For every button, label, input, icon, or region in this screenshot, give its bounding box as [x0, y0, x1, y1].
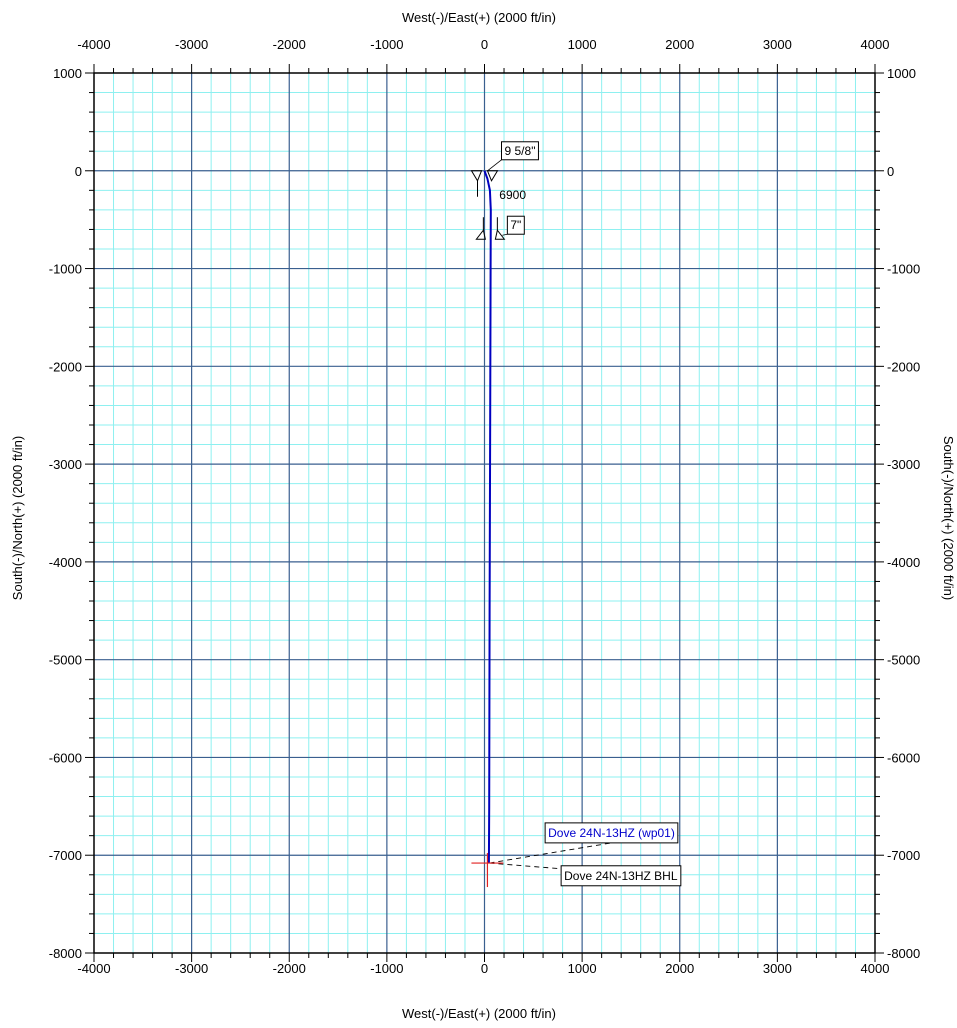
y-axis-title-right: South(-)/North(+) (2000 ft/in) — [941, 436, 956, 600]
casing-bottom-right-triangle — [494, 229, 506, 240]
y-tick-label-left: -5000 — [49, 653, 82, 668]
x-tick-label-bottom: -1000 — [370, 961, 403, 976]
y-axis-title-left: South(-)/North(+) (2000 ft/in) — [10, 436, 25, 600]
plan-label-text: Dove 24N-13HZ (wp01) — [548, 826, 675, 840]
x-tick-label-bottom: -2000 — [273, 961, 306, 976]
plan-label: Dove 24N-13HZ (wp01) — [544, 822, 679, 844]
x-tick-label-bottom: 1000 — [568, 961, 597, 976]
y-tick-label-right: -2000 — [887, 359, 920, 374]
x-axis-title-top: West(-)/East(+) (2000 ft/in) — [402, 10, 556, 25]
y-tick-label-right: -7000 — [887, 848, 920, 863]
x-tick-label-top: -4000 — [77, 37, 110, 52]
y-tick-label-left: -8000 — [49, 946, 82, 961]
md-label: 6900 — [499, 188, 526, 202]
x-tick-label-top: 2000 — [665, 37, 694, 52]
x-tick-label-bottom: -3000 — [175, 961, 208, 976]
y-tick-label-right: -6000 — [887, 750, 920, 765]
x-tick-label-top: 0 — [481, 37, 488, 52]
well-path-line — [483, 170, 492, 864]
x-tick-label-top: 4000 — [861, 37, 890, 52]
y-tick-label-left: -4000 — [49, 555, 82, 570]
x-tick-label-bottom: 3000 — [763, 961, 792, 976]
target-crosshair — [471, 853, 504, 888]
casing-top-right-triangle — [486, 170, 499, 182]
y-tick-label-left: 0 — [75, 164, 82, 179]
y-tick-label-right: -8000 — [887, 946, 920, 961]
x-tick-label-top: -1000 — [370, 37, 403, 52]
x-tick-label-bottom: 2000 — [665, 961, 694, 976]
y-tick-label-right: -3000 — [887, 457, 920, 472]
y-tick-label-right: 0 — [887, 164, 894, 179]
casing-bottom-label-text: 7" — [510, 218, 521, 232]
casing-top-label-text: 9 5/8" — [505, 144, 536, 158]
y-tick-label-left: 1000 — [53, 66, 82, 81]
casing-top-left-triangle — [470, 170, 483, 182]
y-tick-label-left: -2000 — [49, 359, 82, 374]
casing-top-label: 9 5/8" — [501, 141, 539, 161]
y-tick-label-right: -4000 — [887, 555, 920, 570]
y-tick-label-right: -1000 — [887, 262, 920, 277]
major-grid — [94, 73, 875, 953]
casing-top-leader — [487, 159, 502, 172]
x-axis-title-bottom: West(-)/East(+) (2000 ft/in) — [402, 1006, 556, 1021]
annotation-leaders — [487, 159, 612, 870]
axis-ticks — [85, 64, 884, 962]
y-tick-label-right: 1000 — [887, 66, 916, 81]
y-tick-label-left: -6000 — [49, 750, 82, 765]
casing-bottom-leader — [502, 233, 508, 236]
y-tick-label-left: -1000 — [49, 262, 82, 277]
casing-bottom-left-triangle — [475, 229, 486, 240]
plan-leader — [489, 842, 612, 864]
target-label: Dove 24N-13HZ BHL — [560, 865, 682, 887]
target-leader — [489, 862, 562, 870]
target-label-text: Dove 24N-13HZ BHL — [564, 869, 678, 883]
y-tick-label-left: -3000 — [49, 457, 82, 472]
x-tick-label-top: 3000 — [763, 37, 792, 52]
y-tick-label-right: -5000 — [887, 653, 920, 668]
x-tick-label-bottom: 0 — [481, 961, 488, 976]
y-tick-label-left: -7000 — [49, 848, 82, 863]
casing-markers — [470, 170, 506, 240]
minor-grid — [94, 73, 875, 953]
casing-bottom-label: 7" — [506, 215, 525, 235]
x-tick-label-top: -3000 — [175, 37, 208, 52]
x-tick-label-bottom: 4000 — [861, 961, 890, 976]
x-tick-label-top: 1000 — [568, 37, 597, 52]
axis-tick-labels: -4000 -4000 -3000 -3000 -2000 -2000 -1000 -1000… — [49, 37, 921, 976]
x-tick-label-bottom: -4000 — [77, 961, 110, 976]
x-tick-label-top: -2000 — [273, 37, 306, 52]
